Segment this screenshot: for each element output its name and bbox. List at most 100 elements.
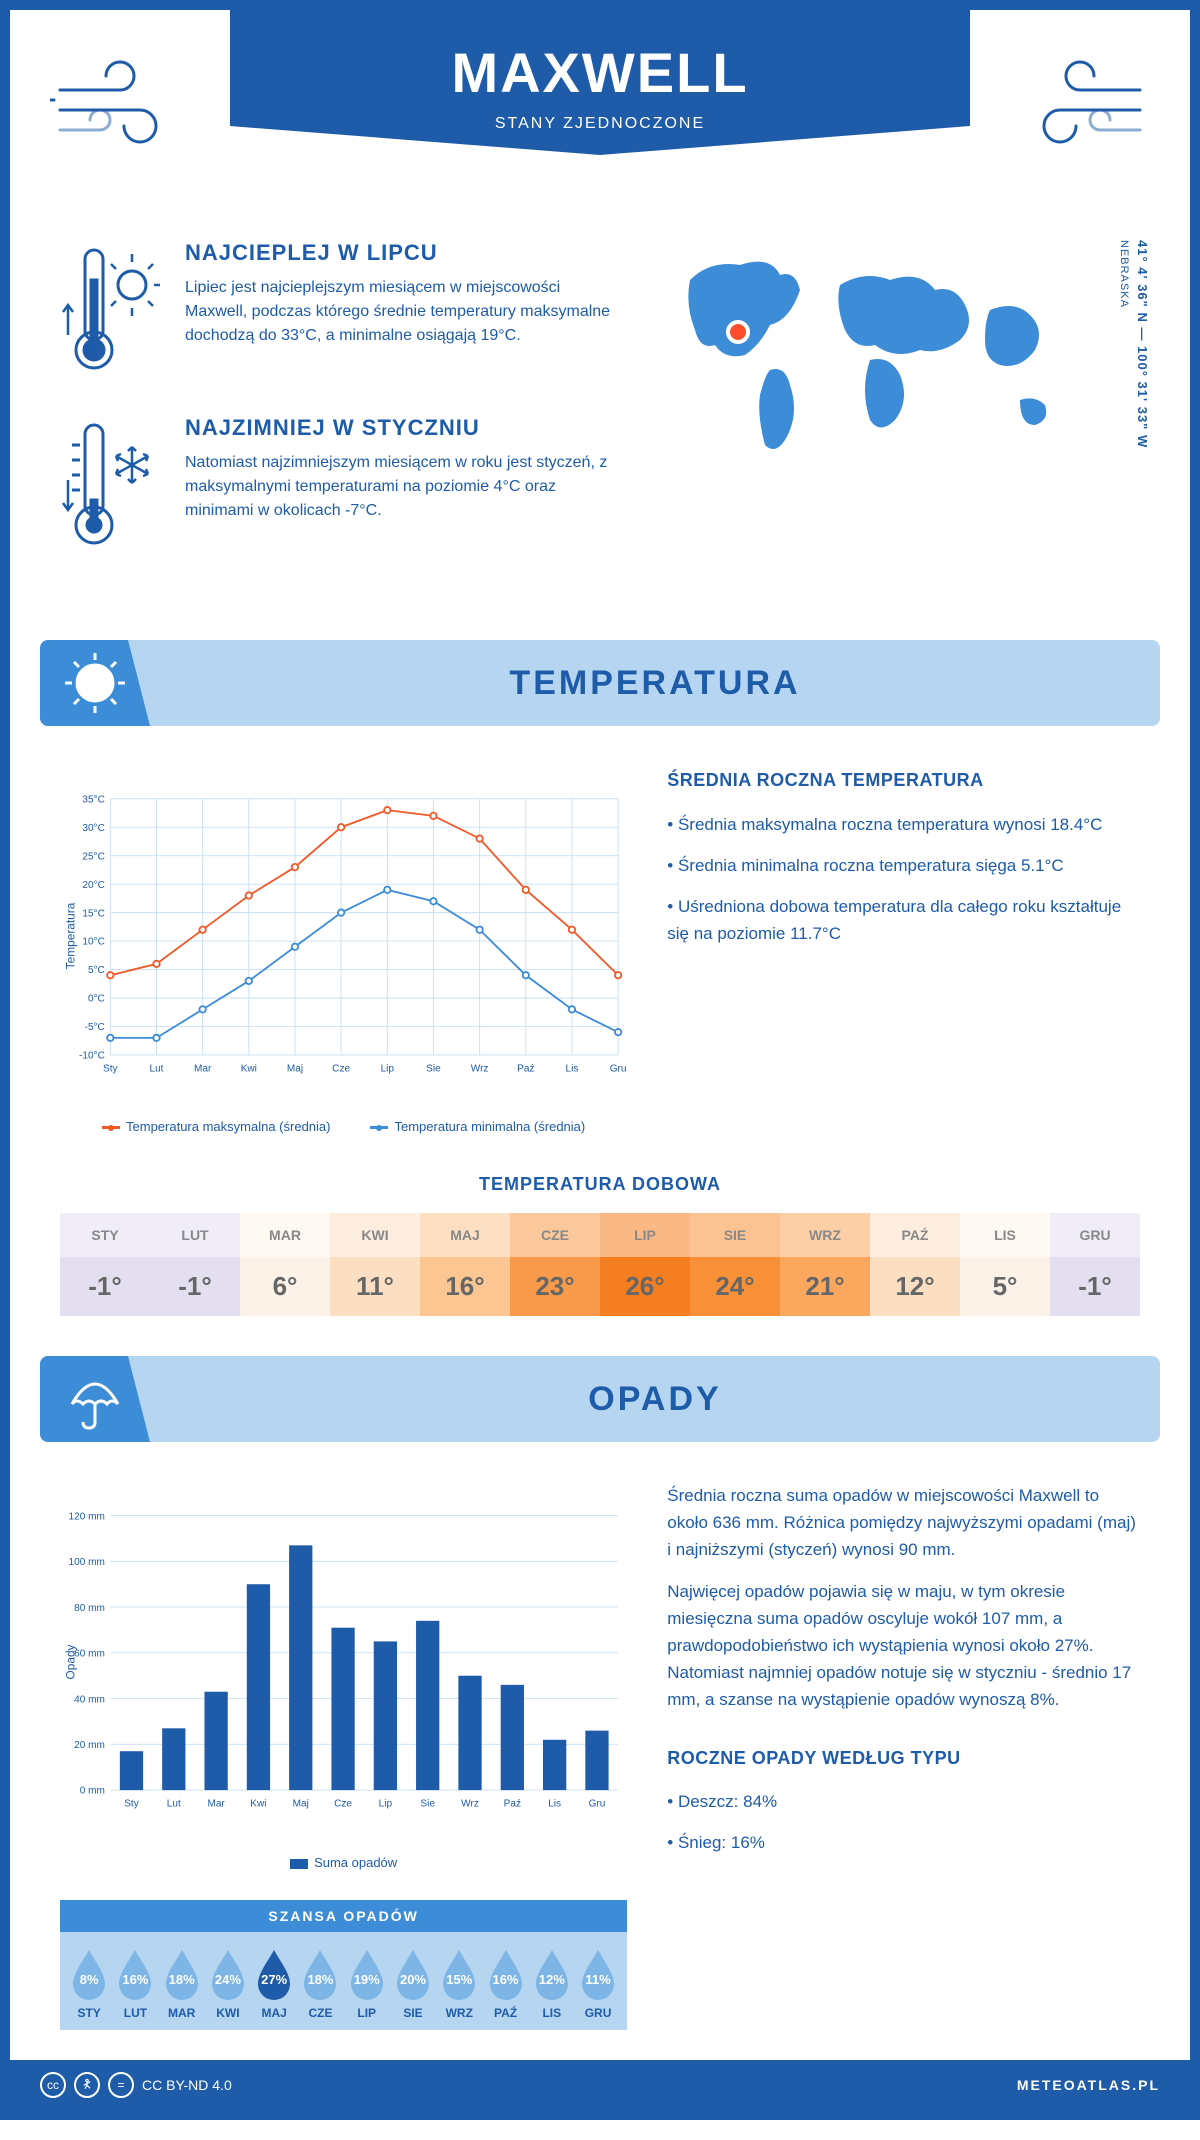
svg-text:Lip: Lip — [379, 1799, 393, 1810]
svg-text:Lut: Lut — [167, 1799, 181, 1810]
temp-text-p1: • Średnia maksymalna roczna temperatura … — [667, 811, 1140, 838]
world-map: NEBRASKA 41° 4' 36" N — 100° 31' 33" W — [660, 240, 1140, 590]
summary-warmest: NAJCIEPLEJ W LIPCU Lipiec jest najcieple… — [60, 240, 620, 385]
summary-coldest-text: Natomiast najzimniejszym miesiącem w rok… — [185, 451, 620, 523]
license-icons: cc🯇= CC BY-ND 4.0 — [40, 2072, 232, 2098]
chance-month: LIP — [344, 2006, 390, 2020]
temp-text-title: ŚREDNIA ROCZNA TEMPERATURA — [667, 766, 1140, 795]
daily-temp-value: 24° — [690, 1257, 780, 1316]
svg-text:25°C: 25°C — [82, 851, 104, 862]
chance-cell: 27% MAJ — [251, 1946, 297, 2020]
daily-temp-month: LIP — [600, 1213, 690, 1257]
daily-temp-value: 23° — [510, 1257, 600, 1316]
raindrop-icon: 12% — [530, 1946, 574, 2000]
legend-precip: Suma opadów — [314, 1855, 397, 1870]
chance-cell: 12% LIS — [529, 1946, 575, 2020]
svg-text:Sty: Sty — [103, 1063, 118, 1074]
daily-temp-month: GRU — [1050, 1213, 1140, 1257]
svg-text:100 mm: 100 mm — [69, 1557, 105, 1568]
daily-temp-title: TEMPERATURA DOBOWA — [60, 1174, 1140, 1195]
svg-text:Sie: Sie — [426, 1063, 441, 1074]
svg-text:60 mm: 60 mm — [74, 1649, 105, 1660]
precip-snow: • Śnieg: 16% — [667, 1829, 1140, 1856]
chance-month: STY — [66, 2006, 112, 2020]
svg-text:15°C: 15°C — [82, 908, 104, 919]
chance-month: LIS — [529, 2006, 575, 2020]
chance-cell: 15% WRZ — [436, 1946, 482, 2020]
chance-month: PAŹ — [482, 2006, 528, 2020]
daily-temp-month: KWI — [330, 1213, 420, 1257]
legend-min: Temperatura minimalna (średnia) — [394, 1119, 585, 1134]
chance-cell: 11% GRU — [575, 1946, 621, 2020]
chance-month: MAJ — [251, 2006, 297, 2020]
svg-text:Gru: Gru — [610, 1063, 627, 1074]
svg-text:-5°C: -5°C — [85, 1022, 105, 1033]
precipitation-bar-chart: 0 mm20 mm40 mm60 mm80 mm100 mm120 mmStyL… — [60, 1482, 627, 2030]
raindrop-icon: 18% — [298, 1946, 342, 2000]
summary-warmest-title: NAJCIEPLEJ W LIPCU — [185, 240, 620, 266]
daily-temp-month: MAR — [240, 1213, 330, 1257]
country-name: STANY ZJEDNOCZONE — [230, 115, 970, 133]
location-marker — [728, 322, 748, 342]
daily-temp-value: 5° — [960, 1257, 1050, 1316]
header: MAXWELL STANY ZJEDNOCZONE — [10, 10, 1190, 220]
temp-chart-legend: Temperatura maksymalna (średnia) Tempera… — [60, 1119, 627, 1134]
section-title-precipitation: OPADY — [150, 1380, 1160, 1419]
daily-temp-value: -1° — [1050, 1257, 1140, 1316]
precipitation-chance: SZANSA OPADÓW 8% STY 16% LUT 18% MAR 24%… — [60, 1900, 627, 2030]
daily-temp-value: 6° — [240, 1257, 330, 1316]
raindrop-icon: 11% — [576, 1946, 620, 2000]
city-name: MAXWELL — [230, 40, 970, 105]
temperature-text: ŚREDNIA ROCZNA TEMPERATURA • Średnia mak… — [667, 766, 1140, 1134]
chance-pct: 16% — [484, 1972, 528, 1987]
svg-text:Sty: Sty — [124, 1799, 139, 1810]
footer: cc🯇= CC BY-ND 4.0 METEOATLAS.PL — [10, 2060, 1190, 2110]
svg-text:Cze: Cze — [334, 1799, 352, 1810]
daily-temp-table: TEMPERATURA DOBOWA STYLUTMARKWIMAJCZELIP… — [60, 1174, 1140, 1316]
svg-text:20 mm: 20 mm — [74, 1740, 105, 1751]
brand: METEOATLAS.PL — [1017, 2077, 1160, 2093]
svg-text:Mar: Mar — [207, 1799, 225, 1810]
precip-chart-legend: Suma opadów — [60, 1855, 627, 1870]
raindrop-icon: 16% — [484, 1946, 528, 2000]
chance-month: LUT — [112, 2006, 158, 2020]
raindrop-icon: 15% — [437, 1946, 481, 2000]
chance-pct: 16% — [113, 1972, 157, 1987]
daily-temp-month: CZE — [510, 1213, 600, 1257]
daily-temp-value: 21° — [780, 1257, 870, 1316]
precipitation-text: Średnia roczna suma opadów w miejscowośc… — [667, 1482, 1140, 2030]
svg-text:10°C: 10°C — [82, 937, 104, 948]
chance-cell: 24% KWI — [205, 1946, 251, 2020]
chance-pct: 24% — [206, 1972, 250, 1987]
raindrop-icon: 18% — [160, 1946, 204, 2000]
svg-text:Kwi: Kwi — [250, 1799, 266, 1810]
svg-text:0 mm: 0 mm — [80, 1786, 105, 1797]
summaries: NAJCIEPLEJ W LIPCU Lipiec jest najcieple… — [60, 240, 620, 590]
daily-temp-value: 12° — [870, 1257, 960, 1316]
summary-warmest-text: Lipiec jest najcieplejszym miesiącem w m… — [185, 276, 620, 348]
svg-text:Paź: Paź — [517, 1063, 534, 1074]
daily-temp-value: 16° — [420, 1257, 510, 1316]
raindrop-icon: 20% — [391, 1946, 435, 2000]
daily-temp-value: -1° — [150, 1257, 240, 1316]
svg-text:Cze: Cze — [332, 1063, 350, 1074]
thermometer-hot-icon — [60, 240, 160, 385]
chance-month: MAR — [159, 2006, 205, 2020]
chance-pct: 8% — [67, 1972, 111, 1987]
svg-text:40 mm: 40 mm — [74, 1694, 105, 1705]
chance-pct: 18% — [160, 1972, 204, 1987]
svg-text:Opady: Opady — [64, 1644, 78, 1679]
chance-pct: 19% — [345, 1972, 389, 1987]
sun-icon — [40, 640, 150, 726]
chance-cell: 20% SIE — [390, 1946, 436, 2020]
svg-text:120 mm: 120 mm — [69, 1511, 105, 1522]
svg-text:Maj: Maj — [293, 1799, 309, 1810]
daily-temp-month: PAŹ — [870, 1213, 960, 1257]
section-title-temperature: TEMPERATURA — [150, 664, 1160, 703]
chance-month: SIE — [390, 2006, 436, 2020]
svg-text:Kwi: Kwi — [241, 1063, 257, 1074]
daily-temp-month: WRZ — [780, 1213, 870, 1257]
daily-temp-month: LUT — [150, 1213, 240, 1257]
precip-text-p2: Najwięcej opadów pojawia się w maju, w t… — [667, 1578, 1140, 1714]
raindrop-icon: 27% — [252, 1946, 296, 2000]
